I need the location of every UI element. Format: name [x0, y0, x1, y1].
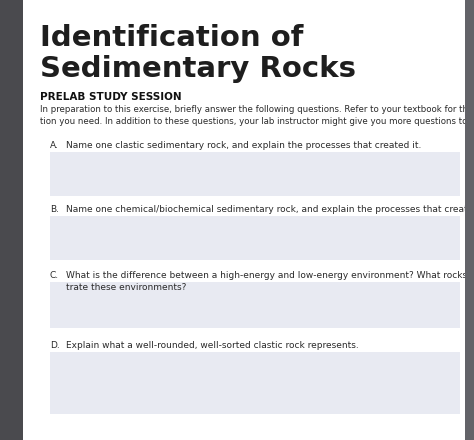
Bar	[50, 152, 460, 196]
Text: Name one chemical/biochemical sedimentary rock, and explain the processes that c: Name one chemical/biochemical sedimentar…	[66, 205, 474, 213]
Text: A.: A.	[50, 141, 59, 150]
Bar	[50, 216, 460, 260]
Text: What is the difference between a high-energy and low-energy environment? What ro: What is the difference between a high-en…	[66, 271, 474, 292]
Bar	[50, 352, 460, 414]
Text: Sedimentary Rocks: Sedimentary Rocks	[40, 55, 356, 83]
Text: In preparation to this exercise, briefly answer the following questions. Refer t: In preparation to this exercise, briefly…	[40, 105, 474, 126]
Text: Explain what a well-rounded, well-sorted clastic rock represents.: Explain what a well-rounded, well-sorted…	[66, 341, 359, 350]
Bar	[0, 0, 23, 440]
Text: PRELAB STUDY SESSION: PRELAB STUDY SESSION	[40, 92, 182, 103]
Text: B.: B.	[50, 205, 59, 213]
Text: Name one clastic sedimentary rock, and explain the processes that created it.: Name one clastic sedimentary rock, and e…	[66, 141, 422, 150]
Text: Identification of: Identification of	[40, 24, 304, 52]
Text: D.: D.	[50, 341, 60, 350]
Bar	[465, 0, 474, 440]
Bar	[50, 282, 460, 328]
Text: C.: C.	[50, 271, 59, 279]
